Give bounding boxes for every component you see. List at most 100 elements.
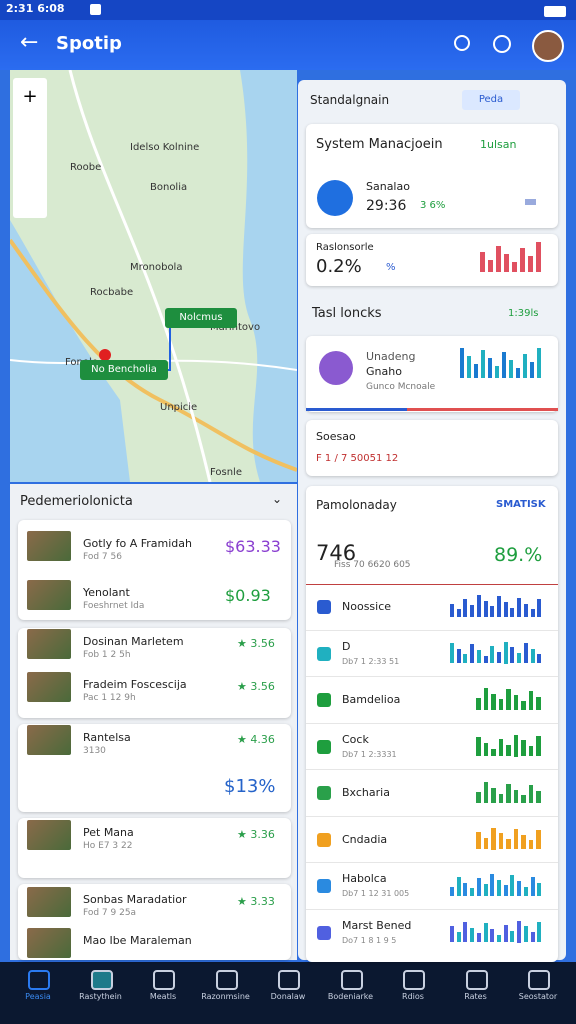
route-label[interactable]: No Bencholia: [80, 360, 168, 380]
badge[interactable]: Peda: [462, 90, 520, 110]
nav-icon[interactable]: [90, 970, 113, 990]
mini-bar: [476, 878, 481, 896]
mini-bar: [498, 738, 504, 757]
mini-bar: [513, 828, 519, 850]
section-title: Pamolonaday: [316, 498, 397, 512]
nav-label[interactable]: Rastythein: [79, 992, 122, 1001]
mini-bar: [476, 650, 481, 664]
name: Unadeng: [366, 350, 416, 363]
mini-bar: [450, 926, 455, 943]
mini-bar: [483, 688, 489, 710]
action-button[interactable]: [493, 35, 511, 53]
mini-bar: [491, 693, 496, 710]
time: 29:36: [366, 198, 407, 214]
mini-bar: [523, 353, 528, 378]
mini-bar: [517, 881, 522, 896]
mini-bar: [517, 597, 522, 617]
status-time: 2:31 6:08: [6, 2, 65, 15]
mini-bar: [491, 827, 496, 850]
mini-bar: [483, 743, 489, 757]
thumbnail: [27, 629, 71, 659]
nav-icon[interactable]: [403, 970, 425, 990]
row-divider: [306, 769, 558, 770]
item-name: Rantelsa: [83, 731, 131, 744]
mini-bar: [490, 645, 495, 664]
map-label: Fosnle: [210, 467, 242, 478]
svg-text:+: +: [22, 86, 37, 107]
stat-sub: %: [386, 262, 396, 273]
nav-icon[interactable]: [215, 970, 238, 990]
nav-icon[interactable]: [28, 970, 50, 990]
nav-icon[interactable]: [465, 970, 488, 990]
mini-bar: [503, 885, 508, 896]
mini-bar: [530, 931, 535, 943]
mini-bar: [476, 737, 481, 757]
mini-bar: [490, 929, 495, 943]
stat-value: 0.2%: [316, 256, 362, 277]
mini-bar: [495, 365, 500, 378]
row-divider: [306, 676, 558, 677]
item-sub: Pac 1 12 9h: [83, 693, 136, 703]
mini-bar: [513, 695, 519, 710]
row-divider: [306, 862, 558, 863]
mini-bar: [517, 652, 522, 664]
mini-bar: [474, 363, 479, 378]
mini-bar: [506, 838, 511, 850]
row-name: Bxcharia: [342, 786, 390, 799]
nav-icon[interactable]: [153, 970, 175, 990]
row-name: Cndadia: [342, 832, 388, 846]
nav-icon[interactable]: [528, 970, 550, 990]
status-bar: 2:31 6:08: [0, 0, 576, 20]
mini-bar: [536, 242, 541, 272]
back-button[interactable]: ←: [20, 30, 39, 55]
row-divider: [306, 722, 558, 724]
app-bar: ← Spotip: [0, 20, 576, 70]
item-price: ★ 3.56: [237, 637, 275, 650]
mini-bar: [498, 833, 504, 850]
mini-bar: [503, 641, 508, 664]
mini-bar: [450, 642, 455, 664]
mini-bar: [523, 886, 528, 896]
sub: Gunco Mcnoale: [366, 382, 436, 392]
avatar: [319, 351, 353, 385]
nav-icon[interactable]: [340, 970, 363, 990]
nav-label[interactable]: Rates: [464, 992, 487, 1001]
map-label: Unpicie: [160, 402, 197, 413]
search-button[interactable]: [454, 35, 470, 51]
card-title: System Manacjoein: [316, 137, 443, 152]
mini-bar: [463, 654, 468, 664]
nav-label[interactable]: Rdios: [402, 992, 424, 1001]
route-label[interactable]: Nolcmus Noiac: [165, 308, 237, 328]
mini-bar: [491, 748, 496, 757]
nav-label[interactable]: Meatls: [149, 992, 177, 1001]
mini-bar: [530, 609, 535, 617]
mini-bar: [470, 605, 475, 617]
mini-bar: [483, 655, 488, 664]
mini-bar: [509, 359, 514, 378]
item-name: Mao Ibe Maraleman: [83, 934, 192, 947]
row-name: D: [342, 639, 351, 653]
mini-bar: [506, 783, 511, 803]
item-price: ★ 3.36: [237, 828, 275, 841]
mini-bar: [525, 198, 536, 205]
summary-pct: 89.%: [494, 544, 543, 566]
mini-bar: [476, 831, 481, 850]
nav-label[interactable]: Donalaw: [270, 992, 306, 1001]
nav-label[interactable]: Bodeniarke: [327, 992, 374, 1001]
nav-label[interactable]: Seostator: [518, 992, 558, 1001]
mini-bar: [530, 361, 535, 378]
mini-bar: [506, 689, 511, 710]
card: [306, 420, 558, 476]
mini-bar: [536, 791, 541, 803]
nav-label[interactable]: Razonmsine: [201, 992, 250, 1001]
mini-bar: [510, 607, 515, 617]
avatar[interactable]: [532, 30, 564, 62]
row-divider: [306, 629, 558, 631]
mini-bar: [503, 924, 508, 943]
thumbnail: [27, 928, 71, 958]
nav-icon[interactable]: [278, 970, 300, 990]
nav-label[interactable]: Peasia: [25, 992, 51, 1001]
mini-bar: [537, 599, 542, 617]
item-sub: Fod 7 9 25a: [83, 908, 137, 918]
